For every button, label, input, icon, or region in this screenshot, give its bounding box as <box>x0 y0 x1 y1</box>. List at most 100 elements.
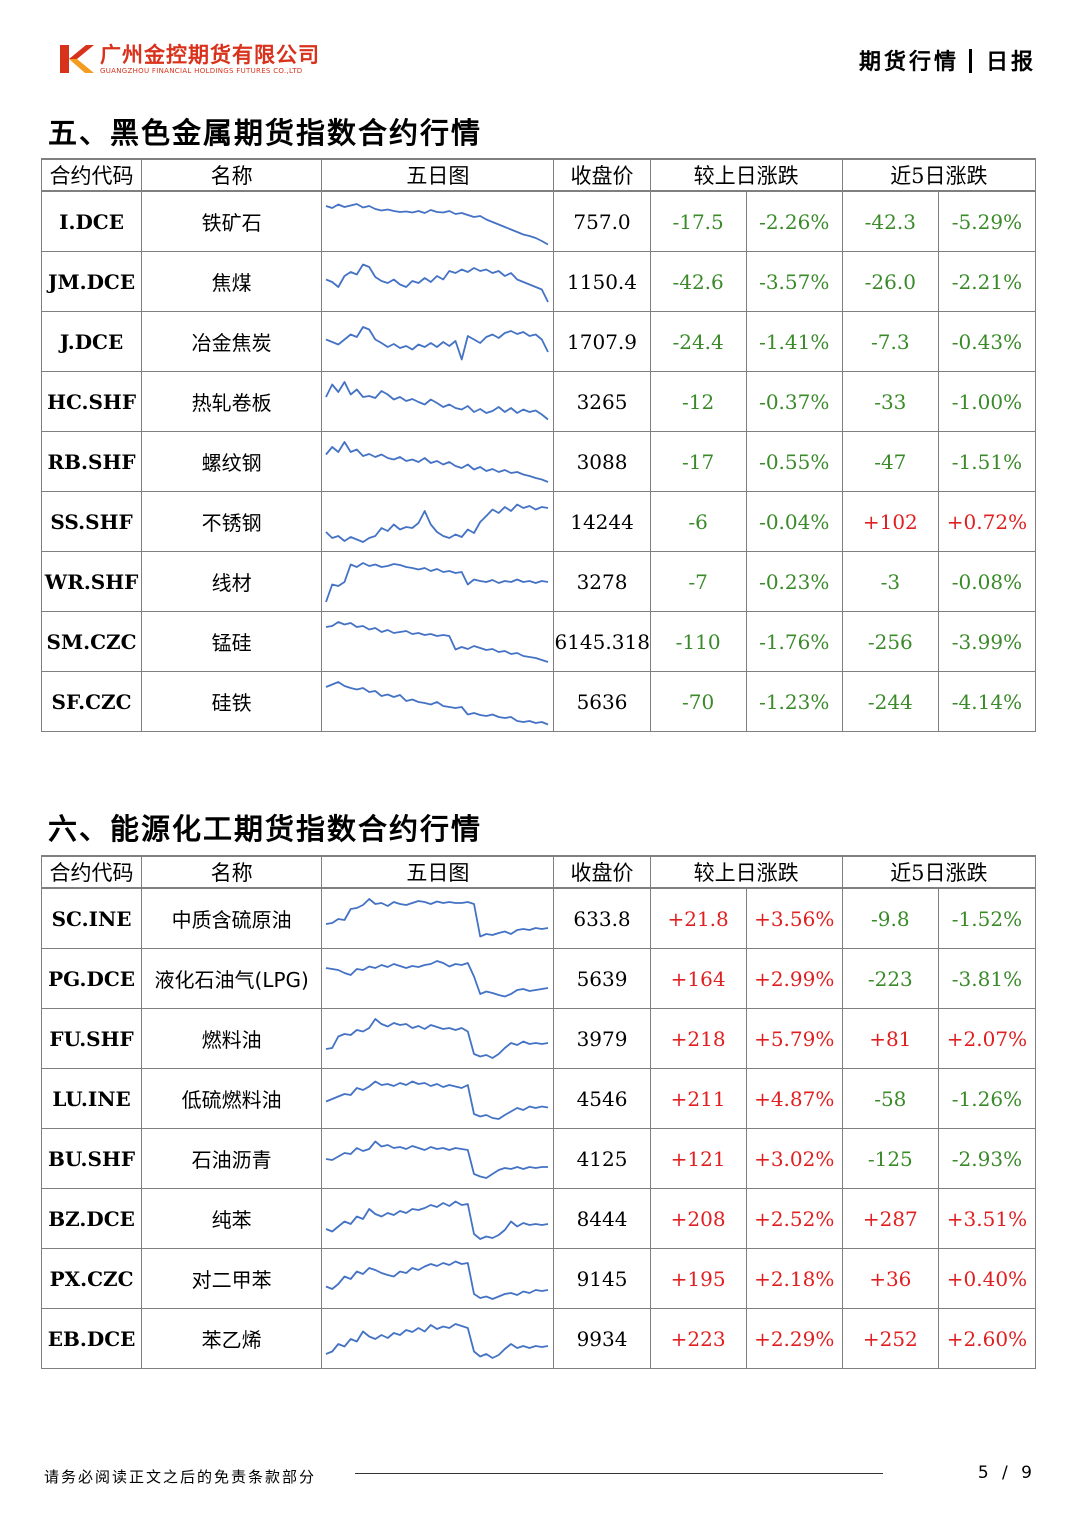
five-day-change: -33 <box>841 371 939 432</box>
daily-change-pct: +3.56% <box>745 887 843 949</box>
five-day-change: -26.0 <box>841 251 939 312</box>
contract-name: 纯苯 <box>141 1188 323 1249</box>
daily-change-pct: -0.04% <box>745 491 843 552</box>
five-day-change: +102 <box>841 491 939 552</box>
company-logo: 广州金控期货有限公司 GUANGZHOU FINANCIAL HOLDINGS … <box>58 42 320 76</box>
sparkline-svg <box>325 561 549 602</box>
daily-change: +21.8 <box>649 887 747 949</box>
close-price: 1707.9 <box>553 311 651 372</box>
daily-change-pct: +5.79% <box>745 1008 843 1069</box>
sparkline-series <box>325 1260 549 1300</box>
close-price: 1150.4 <box>553 251 651 312</box>
table-row: LU.INE 低硫燃料油 4546 +211 +4.87% -58 -1.26% <box>40 1068 1037 1129</box>
contract-code: SF.CZC <box>40 671 143 732</box>
five-day-change-pct: -1.26% <box>937 1068 1037 1129</box>
table-row: I.DCE 铁矿石 757.0 -17.5 -2.26% -42.3 -5.29% <box>40 190 1037 252</box>
daily-change: -24.4 <box>649 311 747 372</box>
contract-code: SM.CZC <box>40 611 143 672</box>
contract-code: SC.INE <box>40 887 143 949</box>
five-day-chart <box>321 431 555 492</box>
daily-change-pct: -1.23% <box>745 671 843 732</box>
five-day-change-pct: -2.21% <box>937 251 1037 312</box>
daily-change: +218 <box>649 1008 747 1069</box>
table-header-row: 合约代码 名称 五日图 收盘价 较上日涨跌 近5日涨跌 <box>40 855 1037 889</box>
five-day-change-pct: -0.43% <box>937 311 1037 372</box>
five-day-change: -3 <box>841 551 939 612</box>
sparkline-svg <box>325 1200 549 1240</box>
close-price: 6145.318 <box>553 611 651 672</box>
sparkline-series <box>325 1322 549 1359</box>
contract-name: 冶金焦炭 <box>141 311 323 372</box>
close-price: 14244 <box>553 491 651 552</box>
five-day-change-pct: -1.00% <box>937 371 1037 432</box>
sparkline-svg <box>325 680 549 725</box>
five-day-change: -58 <box>841 1068 939 1129</box>
contract-name: 对二甲苯 <box>141 1248 323 1309</box>
contract-code: BU.SHF <box>40 1128 143 1189</box>
table-row: BU.SHF 石油沥青 4125 +121 +3.02% -125 -2.93% <box>40 1128 1037 1189</box>
close-price: 9145 <box>553 1248 651 1309</box>
table-row: J.DCE 冶金焦炭 1707.9 -24.4 -1.41% -7.3 -0.43% <box>40 311 1037 372</box>
daily-change: -17 <box>649 431 747 492</box>
contract-code: RB.SHF <box>40 431 143 492</box>
daily-change: -12 <box>649 371 747 432</box>
header-name: 名称 <box>141 855 323 889</box>
sparkline-series <box>325 325 550 360</box>
five-day-chart <box>321 1248 555 1309</box>
sparkline-series <box>325 440 549 483</box>
page-header: 广州金控期货有限公司 GUANGZHOU FINANCIAL HOLDINGS … <box>0 0 1080 100</box>
five-day-change-pct: -5.29% <box>937 190 1037 252</box>
table-row: HC.SHF 热轧卷板 3265 -12 -0.37% -33 -1.00% <box>40 371 1037 432</box>
close-price: 3265 <box>553 371 651 432</box>
five-day-change-pct: +0.40% <box>937 1248 1037 1309</box>
close-price: 4546 <box>553 1068 651 1129</box>
report-type: 期货行情 <box>858 50 959 75</box>
contract-code: J.DCE <box>40 311 143 372</box>
sparkline-series <box>326 620 549 663</box>
table-row: RB.SHF 螺纹钢 3088 -17 -0.55% -47 -1.51% <box>40 431 1037 492</box>
contract-name: 液化石油气(LPG) <box>141 948 323 1009</box>
five-day-change: -256 <box>841 611 939 672</box>
five-day-change: -42.3 <box>841 190 939 252</box>
sparkline-series <box>325 263 550 302</box>
contract-name: 螺纹钢 <box>141 431 323 492</box>
five-day-change-pct: -3.81% <box>937 948 1037 1009</box>
header-close: 收盘价 <box>553 158 651 192</box>
contract-name: 锰硅 <box>141 611 323 672</box>
five-day-chart <box>321 1308 555 1369</box>
table-row: BZ.DCE 纯苯 8444 +208 +2.52% +287 +3.51% <box>40 1188 1037 1249</box>
five-day-change-pct: -4.14% <box>937 671 1037 732</box>
sparkline-series <box>325 202 549 245</box>
sparkline-series <box>326 1140 549 1179</box>
daily-change: +223 <box>649 1308 747 1369</box>
close-price: 4125 <box>553 1128 651 1189</box>
table-row: JM.DCE 焦煤 1150.4 -42.6 -3.57% -26.0 -2.21% <box>40 251 1037 312</box>
contract-name: 焦煤 <box>141 251 323 312</box>
daily-change-pct: -1.76% <box>745 611 843 672</box>
five-day-change-pct: -2.93% <box>937 1128 1037 1189</box>
five-day-chart <box>321 311 555 372</box>
table-row: EB.DCE 苯乙烯 9934 +223 +2.29% +252 +2.60% <box>40 1308 1037 1369</box>
daily-change-pct: -0.37% <box>745 371 843 432</box>
section-title-ferrous: 五、黑色金属期货指数合约行情 <box>48 116 483 150</box>
five-day-change-pct: -3.99% <box>937 611 1037 672</box>
five-day-chart <box>321 948 555 1009</box>
close-price: 3278 <box>553 551 651 612</box>
daily-change-pct: +2.29% <box>745 1308 843 1369</box>
sparkline-svg <box>325 440 549 483</box>
five-day-chart <box>321 1128 555 1189</box>
sparkline-svg <box>326 1140 549 1179</box>
close-price: 9934 <box>553 1308 651 1369</box>
table-header-row: 合约代码 名称 五日图 收盘价 较上日涨跌 近5日涨跌 <box>40 158 1037 192</box>
contract-code: LU.INE <box>40 1068 143 1129</box>
daily-change: +164 <box>649 948 747 1009</box>
header-daily-change: 较上日涨跌 <box>649 158 843 192</box>
sparkline-series <box>325 503 549 543</box>
five-day-chart <box>321 671 555 732</box>
daily-change-pct: +2.52% <box>745 1188 843 1249</box>
five-day-chart <box>321 611 555 672</box>
table-row: SS.SHF 不锈钢 14244 -6 -0.04% +102 +0.72% <box>40 491 1037 552</box>
table-row: SC.INE 中质含硫原油 633.8 +21.8 +3.56% -9.8 -1.52% <box>40 887 1037 949</box>
five-day-change-pct: +0.72% <box>937 491 1037 552</box>
daily-change-pct: -0.23% <box>745 551 843 612</box>
